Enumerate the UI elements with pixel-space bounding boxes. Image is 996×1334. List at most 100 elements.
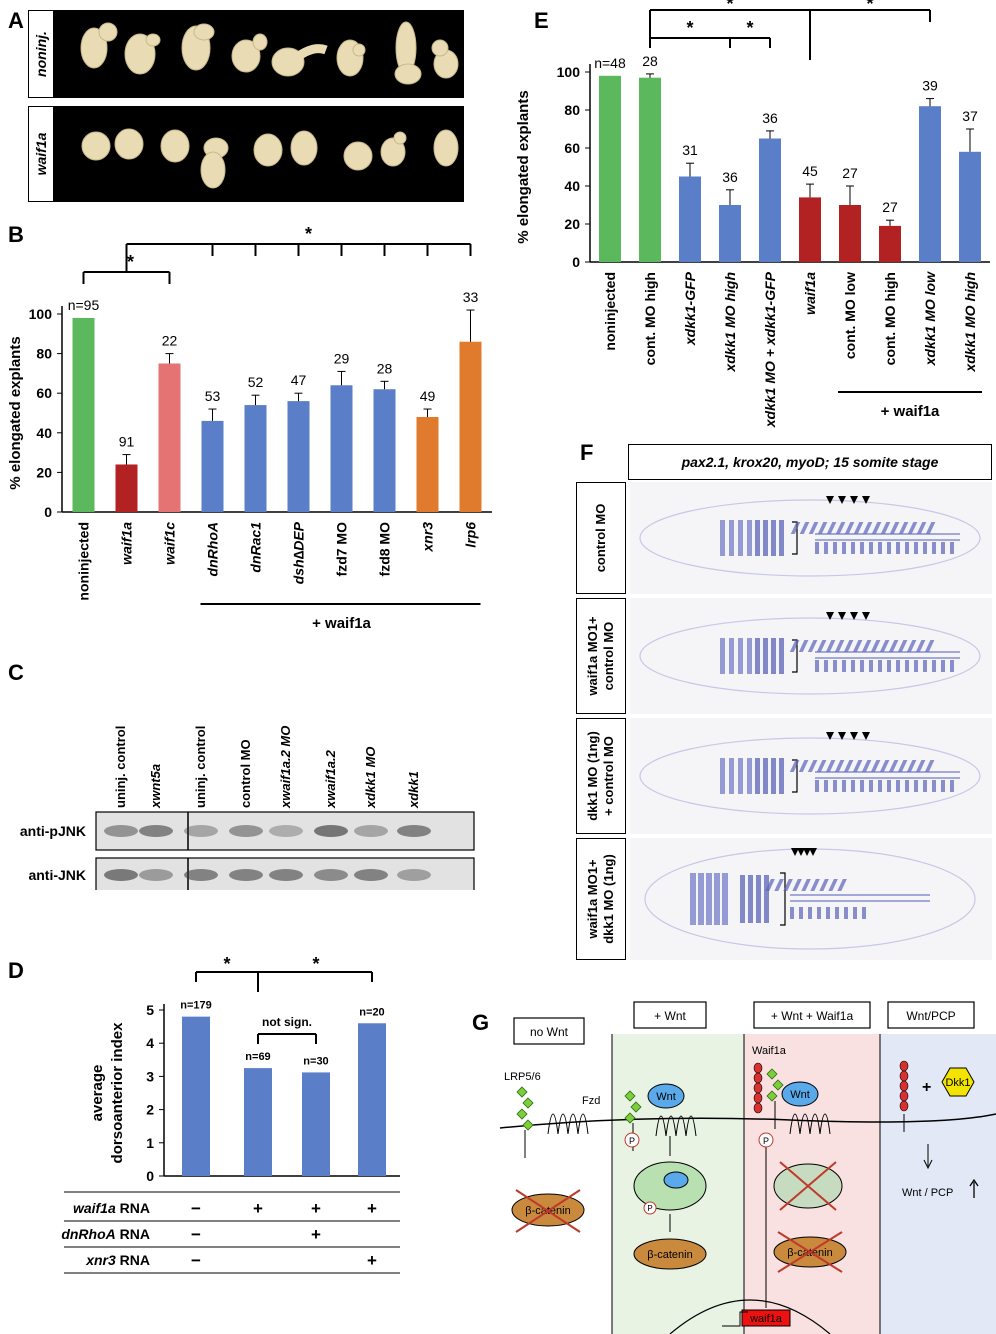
embryo-image xyxy=(630,718,992,834)
cross xyxy=(779,1161,837,1211)
sig-star: * xyxy=(312,954,319,974)
lane-label: control MO xyxy=(238,739,253,808)
lane-label: uninj. control xyxy=(193,726,208,808)
blot-band xyxy=(229,869,263,881)
somite xyxy=(932,542,936,554)
category-label: fzd8 MO xyxy=(377,522,393,577)
stripe xyxy=(756,875,761,923)
stripe xyxy=(747,520,752,556)
embryo-outline xyxy=(639,737,981,815)
phospho-label: P xyxy=(629,1136,635,1146)
stripe xyxy=(764,875,769,923)
category-label: xdkk1 MO high xyxy=(722,272,738,373)
waif-domain xyxy=(899,1070,909,1082)
catenin-label: β-catenin xyxy=(647,1249,692,1261)
category-label: dnRac1 xyxy=(248,522,264,573)
stripe xyxy=(755,758,760,794)
somite xyxy=(924,760,935,772)
bar-8 xyxy=(416,416,439,512)
somite xyxy=(932,780,936,792)
y-tick-label: 2 xyxy=(146,1102,154,1118)
somite xyxy=(801,879,811,891)
y-tick-label: 40 xyxy=(564,178,580,194)
somite xyxy=(851,780,855,792)
arrowhead xyxy=(791,848,799,856)
somite xyxy=(817,522,828,534)
state-box xyxy=(753,1001,871,1029)
stripe xyxy=(714,873,720,925)
lrp-domain xyxy=(630,1101,642,1113)
waif-domain xyxy=(753,1072,763,1084)
stripe xyxy=(720,758,725,794)
group-label: + waif1a xyxy=(312,615,371,632)
chart-b: 0 20 40 60 80 100 % elongated explants n=95 noni… xyxy=(7,224,492,632)
blot-band xyxy=(229,825,263,837)
stripe xyxy=(747,638,752,674)
embryo-outline xyxy=(639,617,981,695)
stripe xyxy=(738,758,743,794)
somite xyxy=(941,660,945,672)
waif-label: Waif1a xyxy=(752,1045,787,1057)
y-axis-label: average dorsoanterior index xyxy=(89,1022,126,1164)
dkk1-label: Dkk1 xyxy=(945,1077,970,1089)
count-label: n=179 xyxy=(180,1000,212,1012)
somite xyxy=(790,522,801,534)
somite xyxy=(941,542,945,554)
somite xyxy=(833,660,837,672)
table-cell: − xyxy=(191,1199,201,1218)
somite xyxy=(915,640,926,652)
count-label: 22 xyxy=(162,333,178,349)
panel-a-label: A xyxy=(8,8,24,33)
sig-star: * xyxy=(305,224,312,244)
count-label: 37 xyxy=(962,108,978,124)
somite xyxy=(887,660,891,672)
somite xyxy=(898,522,909,534)
arrowhead xyxy=(862,496,870,504)
category-label: xdkk1-GFP xyxy=(682,271,698,346)
dkk1-hexagon xyxy=(941,1067,975,1097)
blot-row-label: anti-pJNK xyxy=(20,823,86,839)
y-tick-label: 100 xyxy=(557,64,581,80)
arrowhead xyxy=(809,848,817,856)
somite xyxy=(798,640,809,652)
lrp-domain xyxy=(522,1119,534,1131)
count-label: 52 xyxy=(248,374,264,390)
table-cell: + xyxy=(367,1199,377,1218)
fzd-receptor xyxy=(789,1113,831,1135)
table-cell: + xyxy=(253,1199,263,1218)
somite xyxy=(862,522,873,534)
somite xyxy=(808,522,819,534)
category-label: dsh∆DEP xyxy=(291,521,307,584)
somite xyxy=(810,879,820,891)
lane-label: xdkk1 MO xyxy=(363,747,378,809)
somite xyxy=(906,760,917,772)
western-blot-c: uninj. control xwnt5a uninj. control contro… xyxy=(20,726,475,890)
panel-c-label: C xyxy=(8,660,24,685)
y-tick-label: 1 xyxy=(146,1135,154,1151)
state-box xyxy=(633,1001,707,1029)
table-row-label: xnr3 RNA xyxy=(85,1252,150,1268)
somite xyxy=(860,660,864,672)
somite xyxy=(914,780,918,792)
somite xyxy=(834,760,845,772)
count-label: 49 xyxy=(420,388,436,404)
somite xyxy=(915,760,926,772)
somite xyxy=(833,780,837,792)
somite xyxy=(869,542,873,554)
arrowhead xyxy=(838,732,846,740)
blot-band xyxy=(184,825,218,837)
fzd-receptor xyxy=(655,1115,697,1137)
somite xyxy=(870,760,881,772)
stripe xyxy=(738,520,743,556)
wnt-label: Wnt xyxy=(656,1091,676,1103)
somite xyxy=(905,660,909,672)
row-label-box-waif1a: waif1a xyxy=(28,106,54,202)
bar-2 xyxy=(158,363,181,512)
bar-1 xyxy=(639,77,661,262)
somite xyxy=(826,907,830,919)
somite xyxy=(887,542,891,554)
stripe xyxy=(763,758,768,794)
somite xyxy=(950,660,954,672)
panel-g-label: G xyxy=(472,1010,490,1035)
wnt-ligand xyxy=(781,1081,819,1107)
